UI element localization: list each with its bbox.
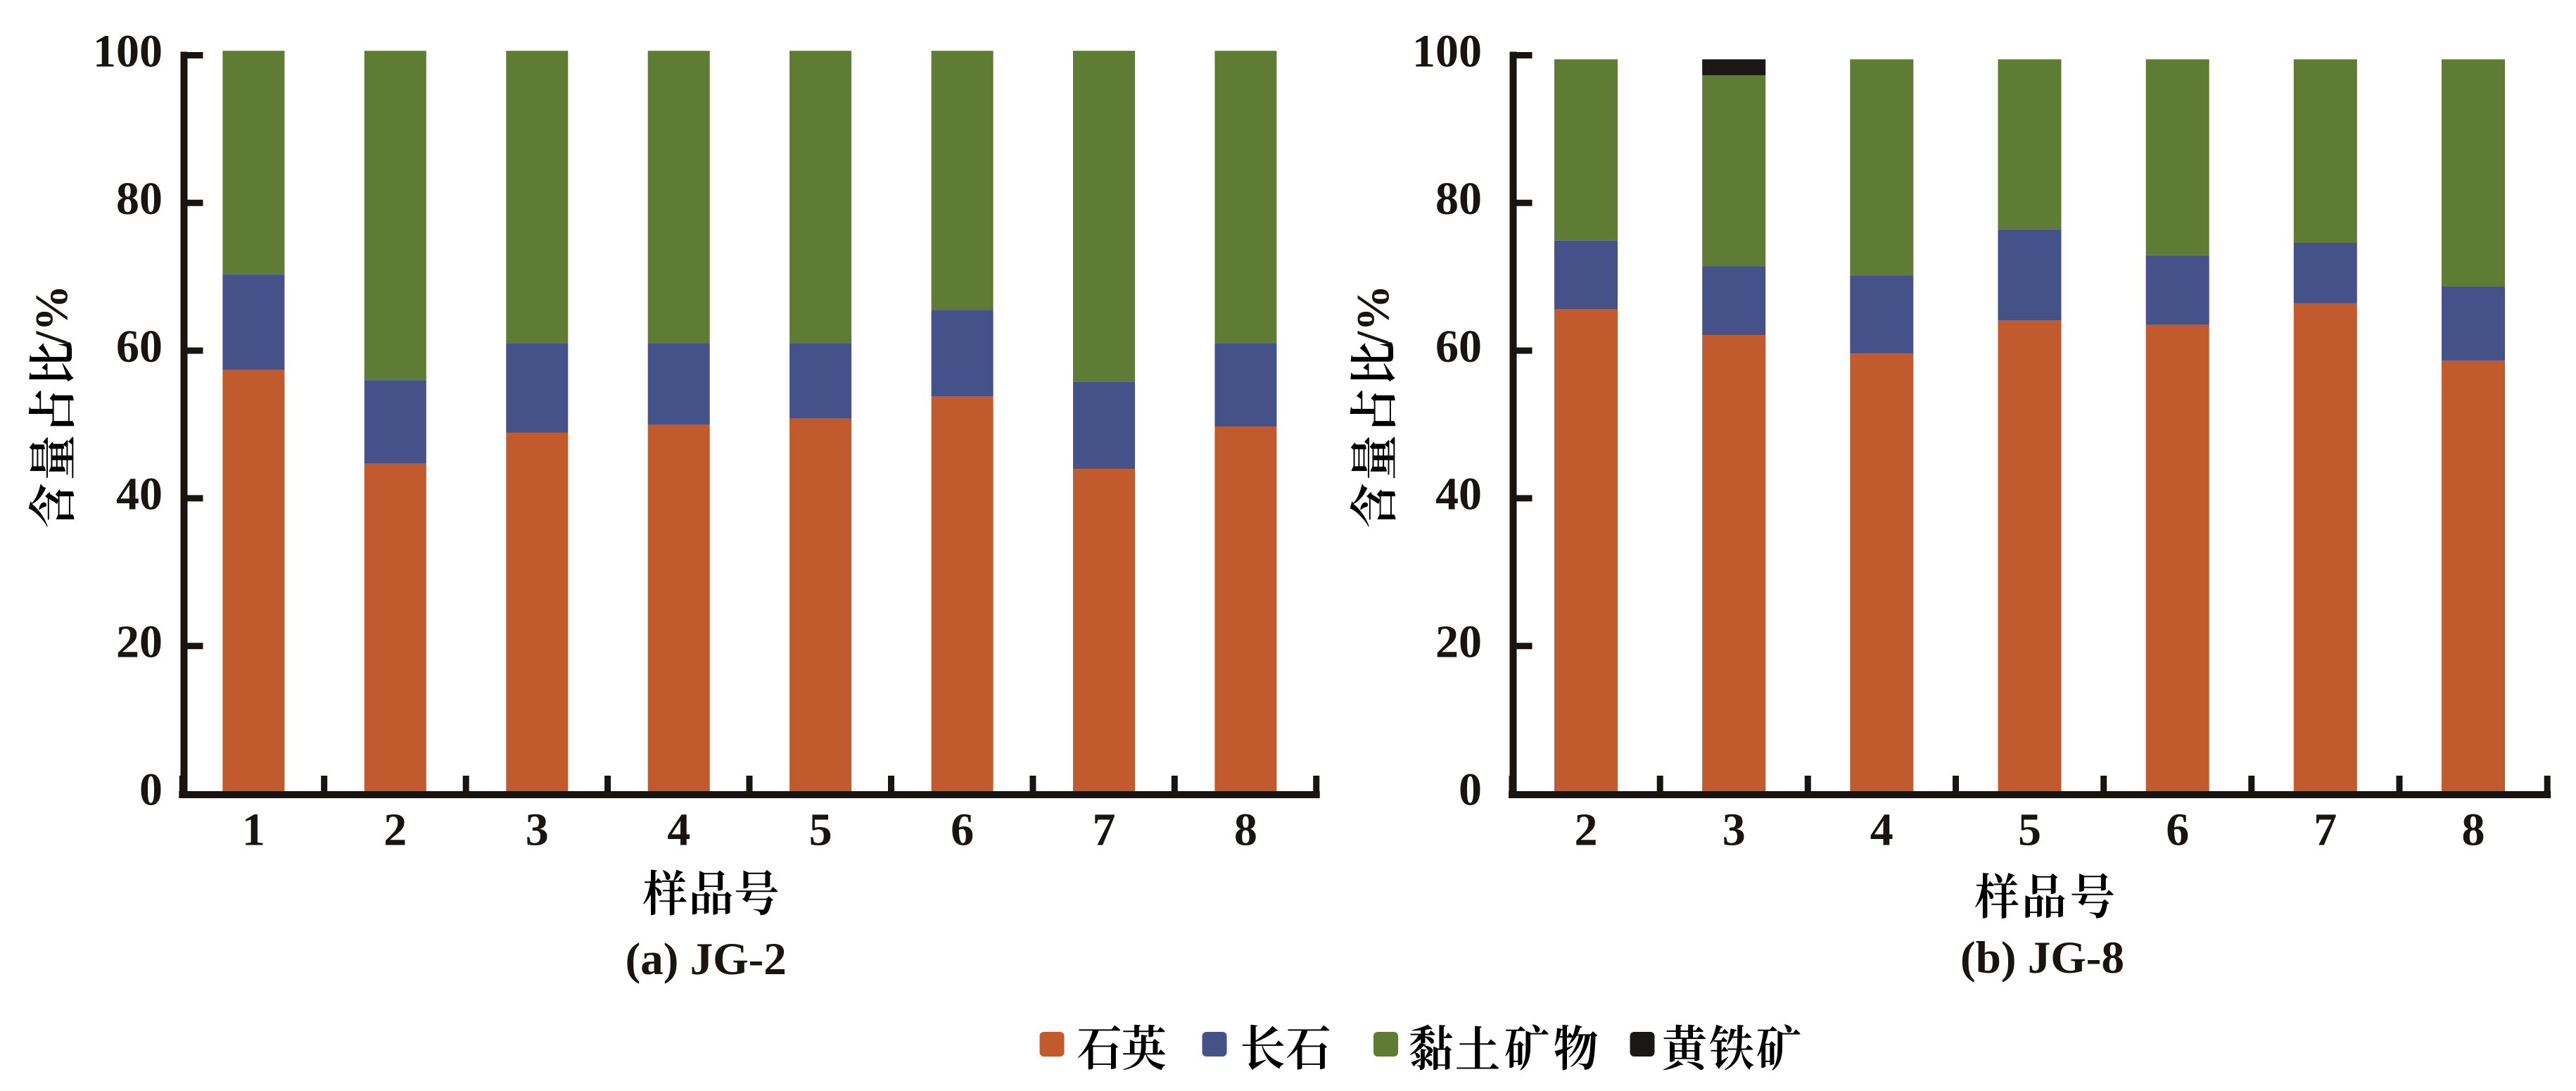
svg-text:(a) JG-2: (a) JG-2 xyxy=(626,934,787,985)
svg-text:80: 80 xyxy=(1435,173,1482,225)
svg-text:100: 100 xyxy=(93,25,163,77)
svg-text:80: 80 xyxy=(116,173,163,225)
svg-text:100: 100 xyxy=(1412,25,1482,77)
svg-text:5: 5 xyxy=(809,805,832,856)
svg-text:4: 4 xyxy=(667,805,690,856)
svg-text:7: 7 xyxy=(1093,805,1116,856)
svg-text:7: 7 xyxy=(2314,805,2337,856)
svg-text:60: 60 xyxy=(1435,321,1482,372)
svg-text:8: 8 xyxy=(2462,805,2485,856)
svg-text:3: 3 xyxy=(526,805,549,856)
svg-text:1: 1 xyxy=(242,805,265,856)
svg-text:20: 20 xyxy=(1435,617,1482,668)
svg-text:6: 6 xyxy=(2166,805,2189,856)
svg-text:4: 4 xyxy=(1870,805,1893,856)
svg-text:5: 5 xyxy=(2018,805,2041,856)
svg-text:2: 2 xyxy=(383,805,407,856)
svg-text:(b) JG-8: (b) JG-8 xyxy=(1960,933,2124,983)
svg-text:40: 40 xyxy=(116,469,163,520)
svg-text:/%: /% xyxy=(26,285,77,345)
svg-text:0: 0 xyxy=(139,764,163,815)
svg-text:6: 6 xyxy=(951,805,974,856)
svg-text:0: 0 xyxy=(1459,764,1482,815)
svg-text:40: 40 xyxy=(1435,469,1482,520)
svg-text:2: 2 xyxy=(1575,805,1598,856)
svg-text:3: 3 xyxy=(1722,805,1746,856)
svg-text:20: 20 xyxy=(116,617,163,668)
svg-text:/%: /% xyxy=(1347,285,1399,345)
svg-text:60: 60 xyxy=(116,321,163,372)
svg-text:8: 8 xyxy=(1234,805,1257,856)
